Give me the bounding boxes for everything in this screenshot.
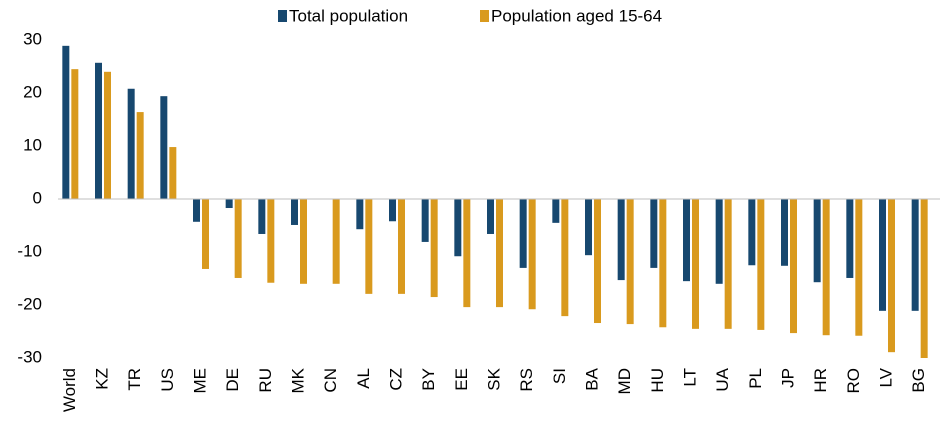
x-tick-label: CN [321,368,340,393]
bar [846,199,854,278]
bar [561,199,569,317]
bar [855,199,863,336]
bar [291,199,298,225]
bar [650,199,658,268]
x-tick-label: LV [876,367,895,387]
bar [356,199,364,230]
bar [813,199,821,283]
bar [626,199,634,325]
bar [365,199,373,294]
x-tick-label: RS [517,368,536,392]
x-tick-label: LT [680,368,699,387]
x-tick-label: JP [778,368,797,388]
bar [790,199,797,334]
bar [617,199,625,281]
bar [822,199,830,336]
bar [724,199,732,329]
bar [528,199,536,310]
bar [454,199,462,257]
x-tick-label: RU [256,368,275,393]
x-tick-label: MK [288,367,307,393]
bar [104,71,111,199]
x-tick-label: ME [190,368,209,394]
x-tick-label: RO [844,368,863,394]
y-tick-label: 0 [33,188,42,207]
legend-swatch [278,10,287,22]
x-tick-label: BG [909,368,928,393]
bar [389,199,396,222]
bar [781,199,788,266]
x-tick-label: TR [125,368,144,391]
x-tick-label: MD [615,368,634,394]
legend-label: Total population [289,6,408,25]
bar [463,199,471,308]
bar [594,199,601,324]
y-tick-label: -30 [17,347,42,366]
x-tick-label: CZ [386,368,405,391]
x-tick-label: SI [550,368,569,384]
bar [160,96,168,199]
bar [683,199,690,282]
x-tick-label: US [158,368,177,392]
y-tick-label: -20 [17,294,42,313]
bar [225,199,233,209]
legend-label: Population aged 15-64 [491,6,662,25]
bar [234,199,242,278]
bar [911,199,919,311]
bar [659,199,667,328]
bar [62,45,70,199]
x-tick-label: KZ [92,368,111,390]
bar [888,199,895,353]
y-tick-label: -10 [17,241,42,260]
x-tick-label: World [60,368,79,412]
x-tick-label: AL [354,368,373,389]
x-tick-label: DE [223,368,242,392]
bar [757,199,765,330]
y-tick-label: 20 [23,82,42,101]
bar [496,199,503,308]
bar [487,199,494,234]
bar [879,199,886,311]
x-tick-label: HU [648,368,667,393]
bar [267,199,275,283]
x-tick-label: SK [484,367,503,390]
bar [127,88,135,199]
y-tick-label: 10 [23,135,42,154]
bar [430,199,438,298]
x-tick-label: UA [713,367,732,391]
bar [193,199,200,222]
bar [585,199,592,256]
bar [398,199,405,294]
bar [332,199,340,284]
bar [519,199,527,268]
bar [552,199,560,223]
bar [300,199,307,284]
x-tick-label: PL [746,368,765,389]
x-tick-label: BY [419,368,438,391]
bar [169,147,177,199]
bar [71,69,79,200]
bar [920,199,928,358]
bar [258,199,266,234]
bar [692,199,699,329]
bar [748,199,756,266]
x-tick-label: EE [452,368,471,391]
y-tick-label: 30 [23,29,42,48]
bar [136,112,144,199]
x-tick-label: HR [811,368,830,393]
bar [421,199,429,242]
bar [715,199,723,284]
x-tick-label: BA [582,367,601,390]
bar [202,199,209,269]
legend-swatch [480,10,489,22]
bar [95,62,102,199]
